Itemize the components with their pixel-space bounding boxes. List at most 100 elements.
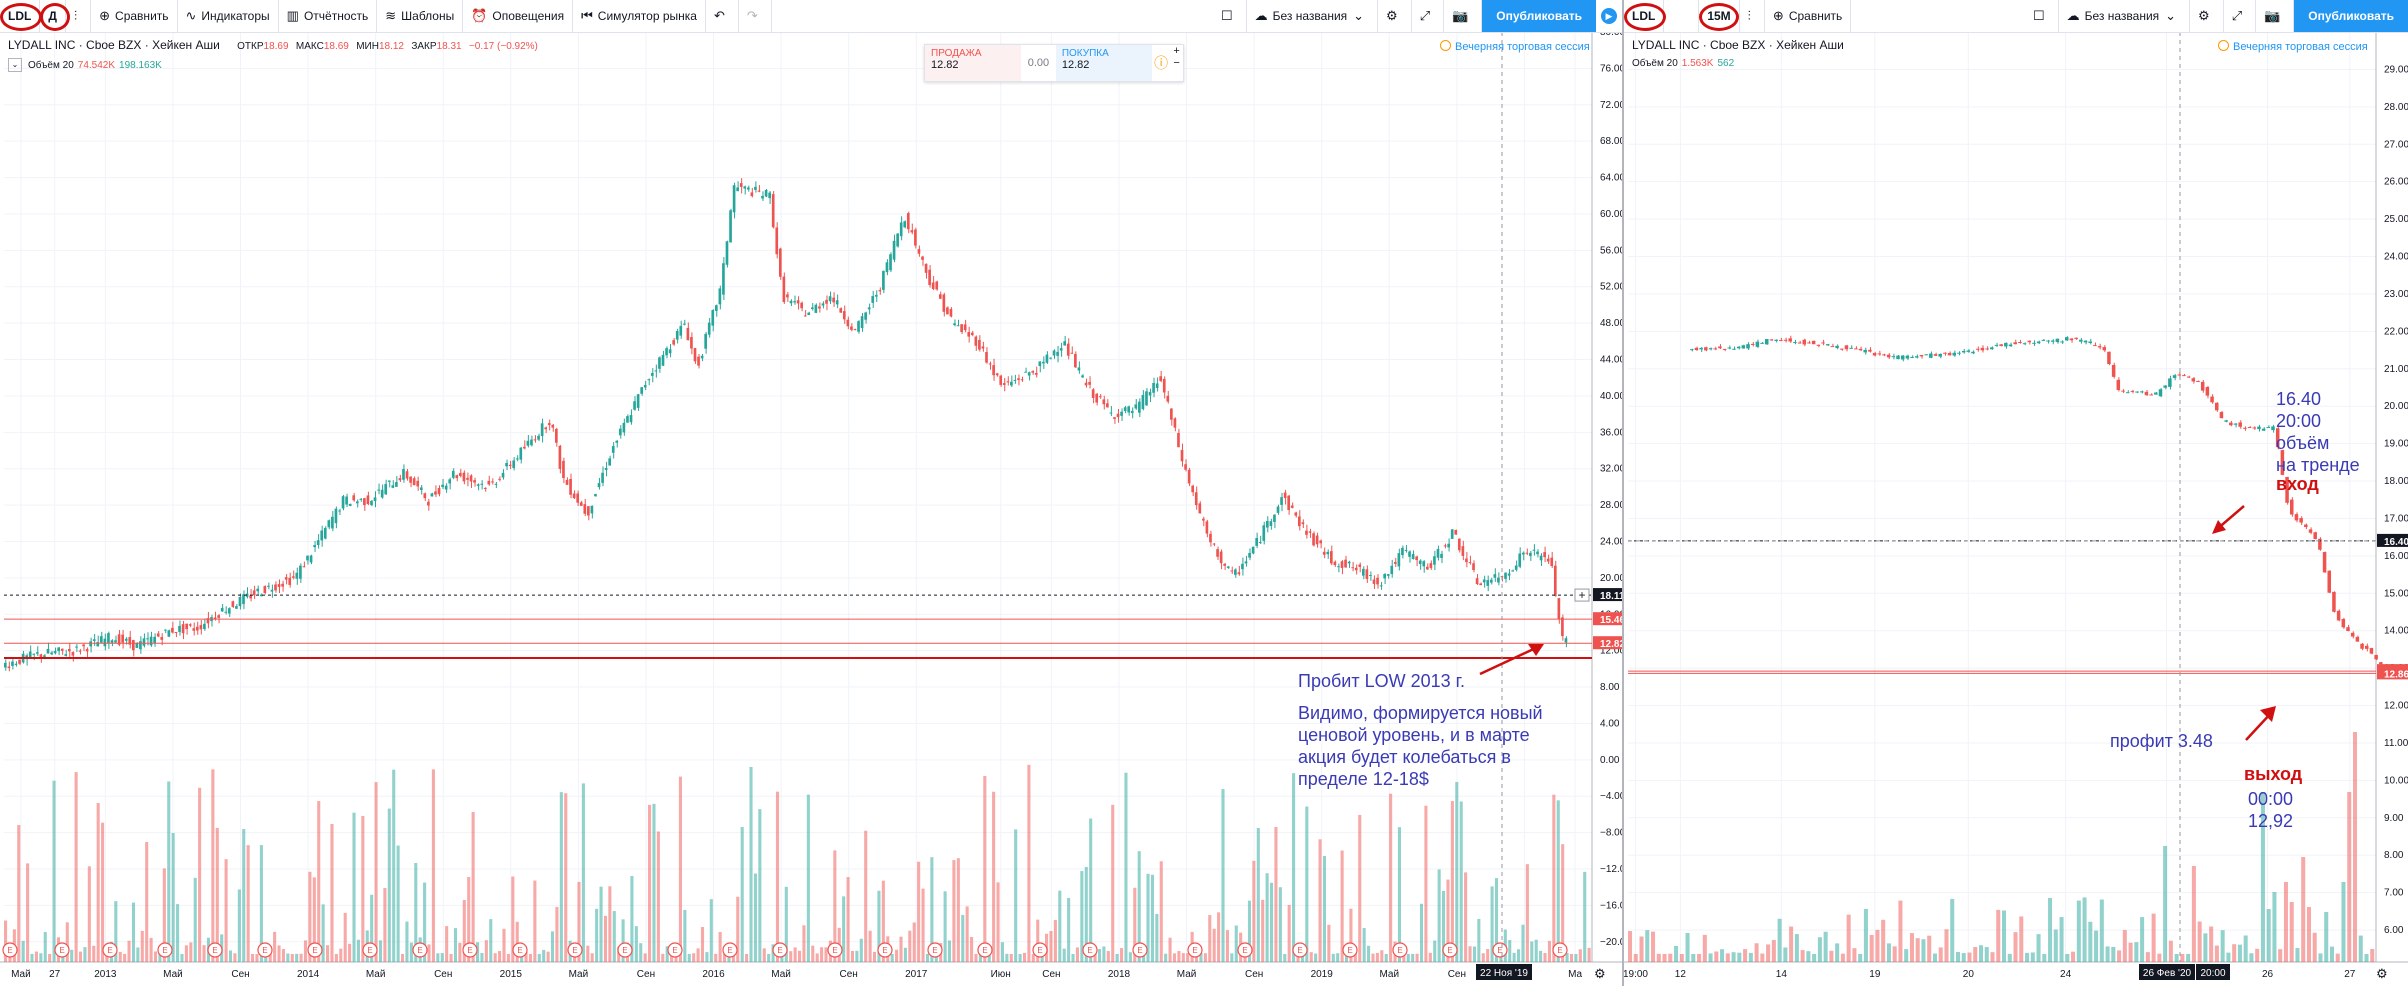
daily-chart-canvas[interactable]: 80.0076.0072.0068.0064.0060.0056.0052.00… [0,0,1622,986]
publish-button-right[interactable]: Опубликовать [2294,0,2408,32]
compare-button[interactable]: ⊕ Сравнить [91,0,178,32]
volume-bar [1322,855,1327,962]
expand-button-right[interactable]: ⤢ [2224,0,2257,32]
layout-menu[interactable]: ☁ Без названия ⌄ [1247,0,1379,32]
camera-icon: 📷 [1452,8,1469,23]
candle-body [71,651,75,656]
layout-menu-right[interactable]: ☁ Без названия ⌄ [2059,0,2191,32]
chart-style-button[interactable]: ⫶ [66,0,92,32]
qty-stepper[interactable]: + − [1170,45,1183,81]
qty-plus[interactable]: + [1173,45,1180,57]
volume-bar [753,873,757,962]
intraday-chart-pane[interactable]: 29.00 28.00 27.00 26.00 25.00 24.00 23.00 22.00… [1624,0,2408,986]
expand-button[interactable]: ⤢ [1412,0,1445,32]
candle-body [124,638,128,641]
candle-body [576,493,580,503]
interval-selector-right[interactable]: 15M [1699,0,1740,32]
publish-button[interactable]: Опубликовать [1482,0,1596,32]
session-indicator-right[interactable]: Вечерняя торговая сессия [2218,40,2368,53]
templates-button[interactable]: ≋ Шаблоны [377,0,464,32]
candle-body [1518,553,1522,567]
candle-body [1098,396,1102,398]
symbol-selector[interactable]: LDL [0,0,42,32]
axis-settings-gear-icon[interactable]: ⚙ [1594,966,1606,981]
candle-body [1322,551,1326,555]
settings-button[interactable]: ⚙ [1378,0,1412,32]
volume-bar [700,926,705,962]
candle-body [1507,573,1511,576]
volume-bar [92,945,96,962]
volume-bar [176,904,180,962]
session-label-right: Вечерняя торговая сессия [2233,41,2368,53]
collapse-icon[interactable]: ⌄ [8,58,22,72]
candle-body [985,352,988,363]
intraday-chart-canvas[interactable]: 29.00 28.00 27.00 26.00 25.00 24.00 23.00 22.00… [1624,0,2408,986]
candle-body [1237,572,1241,575]
price-level-tag [1593,636,1622,650]
candle-body [341,496,345,509]
candle-body [682,323,686,325]
earnings-marker-label: E [932,946,937,955]
volume-bar [1737,952,1742,962]
candles-icon: ⫶ [1747,8,1751,23]
candle-body [224,611,228,613]
volume-bar [1305,806,1309,962]
buy-button[interactable]: ПОКУПКА 12.82 [1055,45,1152,81]
earnings-marker [927,942,943,958]
candle-body [1034,372,1038,375]
candle-body [441,484,444,488]
volume-bar [2226,952,2231,962]
volume-bar [661,953,665,962]
redo-button[interactable]: ↷ [739,0,772,32]
indicators-button[interactable]: ∿ Индикаторы [178,0,279,32]
cloud-icon: ☁ [2066,8,2080,23]
volume-bar [348,943,352,962]
volume-bar [101,822,105,962]
volume-bar [317,801,321,962]
compare-button-right[interactable]: ⊕ Сравнить [1765,0,1852,32]
snapshot-button-right[interactable]: 📷 [2256,0,2295,32]
volume-bar [520,953,524,962]
settings-button-right[interactable]: ⚙ [2190,0,2224,32]
qty-minus[interactable]: − [1173,57,1180,69]
fullscreen-toggle[interactable]: ☐ [1213,0,1247,32]
volume-bar [259,845,263,962]
axis-settings-gear-icon-right[interactable]: ⚙ [2376,966,2388,981]
session-indicator[interactable]: Вечерняя торговая сессия [1440,40,1590,53]
volume-bar [842,896,846,962]
candle-body [491,481,494,483]
snapshot-button[interactable]: 📷 [1444,0,1483,32]
candle-body [2186,376,2191,378]
candle-body [1347,561,1351,564]
candle-body [1425,566,1429,570]
replay-button[interactable]: ▶ [1596,0,1622,32]
alerts-button[interactable]: ⏰ Оповещения [463,0,574,32]
interval-selector[interactable]: Д [40,0,71,32]
volume-bar [1230,953,1234,962]
info-icon[interactable]: ⓘ [1154,55,1169,71]
daily-chart-pane[interactable]: 80.0076.0072.0068.0064.0060.0056.0052.00… [0,0,1624,986]
volume-bar [992,791,996,962]
undo-button[interactable]: ↶ [706,0,739,32]
candle-body [1475,578,1479,585]
simulator-button[interactable]: ⏮ Симулятор рынка [573,0,706,32]
earnings-marker-label: E [672,946,677,955]
candle-body [487,480,491,485]
candle-body [757,190,761,192]
volume-bar [775,791,780,962]
candle-body [242,594,245,605]
candle-body [2219,412,2224,419]
sell-button[interactable]: ПРОДАЖА 12.82 [925,45,1022,81]
fullscreen-toggle-right[interactable]: ☐ [2025,0,2059,32]
volume-bar [1829,950,1834,962]
candle-body [373,497,377,501]
candle-body [2097,346,2102,348]
symbol-selector-right[interactable]: LDL [1624,0,1666,32]
chart-style-button-right[interactable]: ⫶ [1740,0,1765,32]
volume-bar [1967,952,1972,962]
candle-body [2229,422,2233,426]
reports-button[interactable]: ▥ Отчётность [279,0,378,32]
y-tick-label: 20.00 [1600,573,1622,584]
candle-body [1205,521,1209,534]
candle-body [1418,560,1422,565]
